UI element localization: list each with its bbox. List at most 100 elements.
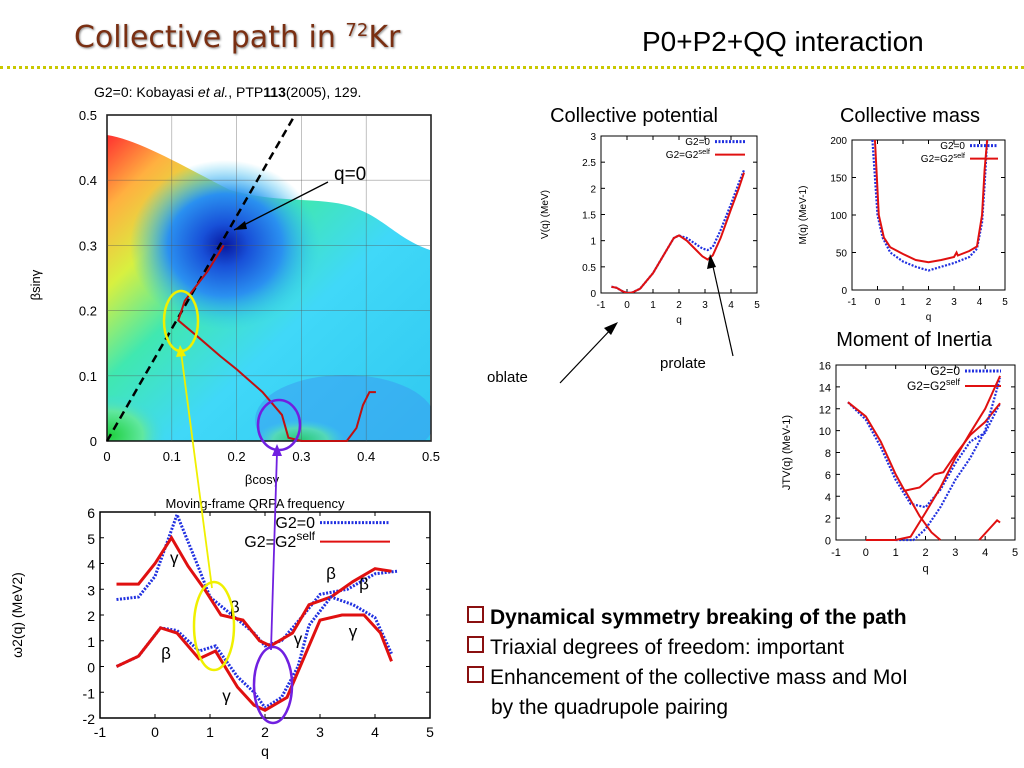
moi-chart-ytick-label: 2 [825, 514, 831, 526]
page-title: Collective path in 72Kr [74, 20, 401, 55]
moi-chart-ytick-label: 10 [819, 426, 831, 438]
cp-chart-xtick-label: -1 [597, 300, 606, 311]
pes-heatmap [107, 135, 431, 441]
moi-chart-series-line [847, 401, 1002, 509]
qrpa-chart-xtick-label: 3 [316, 724, 324, 740]
oblate-arrow [559, 325, 615, 384]
moi-chart-legend-label: G2=G2self [907, 377, 961, 393]
cm-chart-ytick-label: 50 [836, 249, 848, 260]
bullet-box-icon [467, 666, 484, 683]
pes-xtick-label: 0.5 [422, 449, 440, 464]
qrpa-chart-series-branch [115, 595, 393, 710]
qrpa-chart-legend-label: G2=G2self [244, 529, 315, 551]
cm-chart-legend-label: G2=G2self [921, 151, 966, 166]
pes-xtick-label: 0.2 [228, 449, 246, 464]
cm-chart-ylabel: M(q) (MeV-1) [798, 186, 809, 245]
moi-chart-xtick-label: -1 [831, 547, 841, 559]
moi-chart-xtick-label: 4 [982, 547, 988, 559]
cm-chart-ytick-label: 0 [841, 286, 847, 297]
cp-chart-ytick-label: 2.5 [582, 158, 596, 169]
qrpa-mode-label: γ [349, 622, 358, 641]
bullet-list: Dynamical symmetry breaking of the path … [467, 603, 908, 723]
moi-chart-ylabel: JTV(q) (MeV-1) [781, 415, 793, 490]
moi-chart-series-branch [978, 518, 1001, 541]
moi-chart-series-branch [903, 489, 942, 541]
moi-chart-xlabel: q [922, 563, 928, 575]
q0-arrow-head [234, 221, 247, 230]
moi-chart-xtick-label: 0 [863, 547, 869, 559]
moi-chart-ytick-label: 12 [819, 404, 831, 416]
pes-ytick-label: 0.3 [79, 238, 97, 253]
qrpa-chart-xtick-label: 5 [426, 724, 434, 740]
cp-chart-legend-label: G2=0 [685, 137, 710, 148]
moi-chart-series-branch [865, 375, 1001, 541]
pes-ytick-label: 0.2 [79, 304, 97, 319]
qrpa-mode-label: β [161, 644, 171, 663]
qrpa-chart-ylabel: ω2(q) (MeV2) [9, 572, 25, 658]
cp-chart-legend-label: G2=G2self [666, 147, 711, 162]
qrpa-chart-xtick-label: 4 [371, 724, 379, 740]
moi-chart-series-line [847, 401, 1001, 492]
cp-chart-xtick-label: 4 [728, 300, 734, 311]
qrpa-mode-label: β [326, 564, 336, 583]
cp-chart-xlabel: q [676, 315, 682, 326]
moi-chart-ytick-label: 14 [819, 382, 831, 394]
qrpa-chart-ytick-label: 2 [87, 608, 95, 624]
reference-citation: G2=0: Kobayasi et al., PTP113(2005), 129… [94, 84, 362, 100]
cp-chart-xtick-label: 5 [754, 300, 760, 311]
pes-xlabel: βcosγ [245, 472, 280, 487]
pes-ylabel: βsinγ [28, 269, 43, 300]
qrpa-purple-circle [252, 645, 294, 725]
qrpa-chart-ytick-label: 5 [87, 531, 95, 547]
qrpa-chart-ytick-label: 4 [87, 557, 95, 573]
pes-series [105, 114, 376, 442]
interaction-title: P0+P2+QQ interaction [642, 26, 924, 57]
cm-chart-ytick-label: 200 [830, 136, 847, 147]
cm-chart-ytick-label: 150 [830, 174, 847, 185]
moi-chart-series-branch [895, 377, 1002, 542]
cm-chart-ytick-label: 100 [830, 211, 847, 222]
bullet-item: Triaxial degrees of freedom: important [467, 633, 908, 663]
cm-chart-xtick-label: 3 [951, 297, 957, 308]
pes-grid [106, 114, 432, 442]
bullet-item-continued: by the quadrupole pairing [491, 696, 729, 719]
oblate-label: oblate [487, 369, 528, 386]
bullet-item: Dynamical symmetry breaking of the path [467, 603, 908, 633]
qrpa-mode-label: β [359, 574, 369, 593]
cp-chart-ytick-label: 0.5 [582, 263, 596, 274]
pes-second-well [255, 375, 431, 441]
pes-xtick-label: 0.4 [357, 449, 375, 464]
pes-xtick-label: 0 [103, 449, 110, 464]
pes-xtick-label: 0.1 [163, 449, 181, 464]
pes-ticks: 0 0.1 0.2 0.3 0.4 0.5 0 0.1 0.2 0.3 0.4 0.5 [79, 108, 440, 464]
qrpa-chart-series-line [116, 534, 392, 648]
qrpa-chart-xlabel: q [261, 743, 269, 759]
qrpa-chart-xtick-label: 2 [261, 724, 269, 740]
collective-mass-title: Collective mass [840, 105, 980, 127]
qrpa-chart-legend-label: G2=0 [275, 515, 315, 532]
cp-chart-ylabel: V(q) (MeV) [540, 190, 551, 239]
collective-potential-title: Collective potential [550, 105, 718, 127]
pes-xtick-label: 0.3 [292, 449, 310, 464]
yellow-connector-head [176, 345, 186, 357]
qrpa-mode-label: γ [222, 686, 231, 705]
cp-chart-ytick-label: 1 [590, 237, 596, 248]
moi-chart-xtick-label: 5 [1012, 547, 1018, 559]
cm-chart-xtick-label: -1 [848, 297, 857, 308]
cm-chart-xtick-label: 1 [900, 297, 906, 308]
qrpa-chart-ytick-label: 1 [87, 634, 95, 650]
qrpa-mode-label: γ [170, 549, 179, 568]
bullet-box-icon [467, 636, 484, 653]
qrpa-yellow-circle [192, 580, 236, 672]
cm-chart-legend-label: G2=0 [940, 141, 965, 152]
moment-of-inertia-title: Moment of Inertia [836, 329, 993, 351]
moi-chart-xtick-label: 1 [893, 547, 899, 559]
pes-collective-path [177, 244, 376, 442]
purple-connector [270, 451, 278, 651]
cp-chart-ytick-label: 1.5 [582, 211, 596, 222]
cp-chart-series-line [611, 169, 746, 293]
